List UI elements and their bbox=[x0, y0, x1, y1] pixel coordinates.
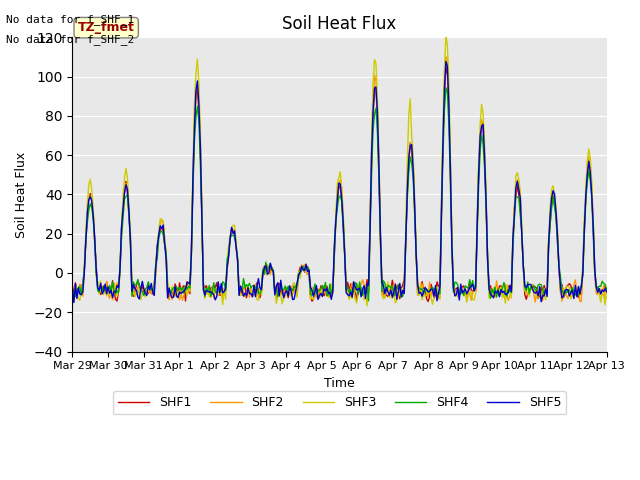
SHF4 bbox=[68, 287, 76, 293]
SHF1 bbox=[603, 290, 611, 296]
SHF4 bbox=[255, 290, 262, 296]
SHF1 bbox=[255, 289, 262, 295]
SHF2 bbox=[255, 294, 262, 300]
SHF5 bbox=[229, 231, 237, 237]
Line: SHF4: SHF4 bbox=[72, 88, 607, 301]
SHF4 bbox=[576, 286, 584, 291]
SHF2 bbox=[603, 295, 611, 300]
SHF1 bbox=[68, 283, 76, 288]
SHF2 bbox=[531, 299, 539, 305]
SHF3 bbox=[68, 290, 76, 296]
SHF2 bbox=[576, 299, 584, 304]
SHF2 bbox=[228, 227, 236, 232]
Legend: SHF1, SHF2, SHF3, SHF4, SHF5: SHF1, SHF2, SHF3, SHF4, SHF5 bbox=[113, 391, 566, 414]
SHF4 bbox=[228, 233, 236, 239]
SHF1 bbox=[134, 277, 141, 283]
SHF3 bbox=[302, 265, 310, 271]
SHF5 bbox=[136, 296, 143, 302]
SHF3 bbox=[442, 32, 450, 38]
SHF5 bbox=[304, 269, 312, 275]
X-axis label: Time: Time bbox=[324, 377, 355, 390]
SHF2 bbox=[134, 284, 141, 290]
SHF5 bbox=[576, 290, 584, 296]
SHF3 bbox=[603, 286, 611, 291]
Line: SHF2: SHF2 bbox=[72, 57, 607, 302]
SHF5 bbox=[247, 291, 255, 297]
SHF1 bbox=[246, 292, 253, 298]
SHF3 bbox=[364, 303, 371, 309]
SHF1 bbox=[228, 226, 236, 231]
SHF5 bbox=[442, 59, 450, 64]
SHF4 bbox=[442, 85, 450, 91]
SHF4 bbox=[246, 280, 253, 286]
Text: No data for f_SHF_2: No data for f_SHF_2 bbox=[6, 34, 134, 45]
SHF4 bbox=[302, 266, 310, 272]
SHF2 bbox=[302, 270, 310, 276]
SHF5 bbox=[68, 285, 76, 291]
SHF4 bbox=[603, 287, 611, 292]
Text: No data for f_SHF_1: No data for f_SHF_1 bbox=[6, 14, 134, 25]
SHF1 bbox=[302, 267, 310, 273]
SHF1 bbox=[576, 290, 584, 296]
Y-axis label: Soil Heat Flux: Soil Heat Flux bbox=[15, 151, 28, 238]
Line: SHF5: SHF5 bbox=[72, 61, 607, 302]
SHF1 bbox=[442, 64, 450, 70]
SHF3 bbox=[134, 286, 141, 292]
SHF2 bbox=[442, 54, 450, 60]
SHF4 bbox=[134, 276, 141, 282]
SHF4 bbox=[365, 298, 372, 304]
SHF3 bbox=[576, 289, 584, 295]
SHF2 bbox=[246, 294, 253, 300]
Line: SHF1: SHF1 bbox=[72, 67, 607, 301]
Title: Soil Heat Flux: Soil Heat Flux bbox=[282, 15, 397, 33]
SHF3 bbox=[228, 225, 236, 231]
SHF1 bbox=[424, 299, 432, 304]
SHF5 bbox=[70, 300, 77, 305]
SHF5 bbox=[603, 289, 611, 295]
Line: SHF3: SHF3 bbox=[72, 35, 607, 306]
SHF2 bbox=[68, 285, 76, 290]
SHF5 bbox=[256, 285, 264, 290]
Text: TZ_fmet: TZ_fmet bbox=[77, 21, 134, 34]
SHF3 bbox=[246, 286, 253, 291]
SHF3 bbox=[255, 297, 262, 303]
